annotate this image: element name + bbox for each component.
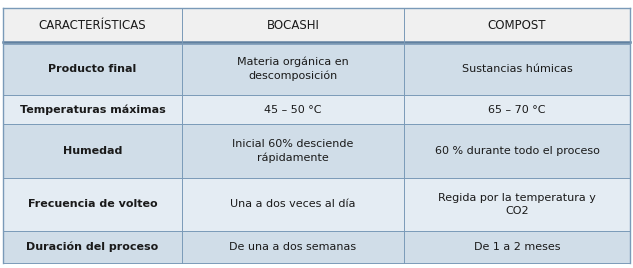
Text: 65 – 70 °C: 65 – 70 °C (488, 105, 546, 115)
Bar (3, 124, 182, 178)
Text: Temperaturas máximas: Temperaturas máximas (20, 105, 165, 115)
Bar (182, 8, 404, 42)
Text: De 1 a 2 meses: De 1 a 2 meses (473, 242, 560, 252)
Bar (182, 95, 404, 124)
Text: Duración del proceso: Duración del proceso (27, 241, 159, 252)
Text: Producto final: Producto final (48, 64, 137, 74)
Text: Humedad: Humedad (63, 146, 122, 156)
Bar (3, 95, 182, 124)
Text: Sustancias húmicas: Sustancias húmicas (461, 64, 572, 74)
Bar (182, 178, 404, 231)
Text: BOCASHI: BOCASHI (266, 18, 320, 32)
Bar (3, 231, 182, 263)
Text: Materia orgánica en
descomposición: Materia orgánica en descomposición (237, 57, 349, 81)
Bar (3, 8, 182, 42)
Text: De una a dos semanas: De una a dos semanas (229, 242, 356, 252)
Bar (182, 231, 404, 263)
Bar (404, 95, 630, 124)
Bar (404, 8, 630, 42)
Bar (404, 231, 630, 263)
Bar (404, 42, 630, 95)
Text: Una a dos veces al día: Una a dos veces al día (230, 199, 356, 209)
Text: 45 – 50 °C: 45 – 50 °C (264, 105, 322, 115)
Bar (404, 178, 630, 231)
Bar (182, 42, 404, 95)
Bar (182, 124, 404, 178)
Text: COMPOST: COMPOST (488, 18, 546, 32)
Bar (3, 42, 182, 95)
Text: Inicial 60% desciende
rápidamente: Inicial 60% desciende rápidamente (232, 139, 354, 163)
Text: CARACTERÍSTICAS: CARACTERÍSTICAS (39, 18, 146, 32)
Text: 60 % durante todo el proceso: 60 % durante todo el proceso (435, 146, 599, 156)
Bar (3, 178, 182, 231)
Text: Frecuencia de volteo: Frecuencia de volteo (28, 199, 157, 209)
Text: Regida por la temperatura y
CO2: Regida por la temperatura y CO2 (438, 193, 596, 216)
Bar (404, 124, 630, 178)
